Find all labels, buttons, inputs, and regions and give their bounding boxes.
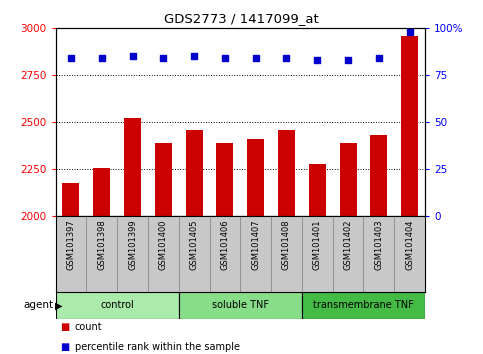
Point [190, 53, 198, 59]
Text: GSM101405: GSM101405 [190, 220, 199, 270]
Text: count: count [75, 322, 102, 332]
Text: transmembrane TNF: transmembrane TNF [313, 300, 414, 310]
Bar [309, 164, 326, 354]
Text: GSM101400: GSM101400 [159, 220, 168, 270]
Point [159, 56, 167, 61]
Bar [364, 216, 394, 292]
Point [283, 56, 290, 61]
Bar [302, 292, 425, 319]
Bar [210, 216, 240, 292]
Bar [148, 216, 179, 292]
Bar [93, 168, 110, 354]
Text: soluble TNF: soluble TNF [212, 300, 269, 310]
Bar [278, 130, 295, 354]
Bar [240, 216, 271, 292]
Bar [179, 216, 210, 292]
Text: ▶: ▶ [55, 300, 62, 310]
Text: ■: ■ [60, 322, 70, 332]
Bar [62, 183, 79, 354]
Bar [124, 118, 141, 354]
Text: GSM101407: GSM101407 [251, 220, 260, 270]
Text: GDS2773 / 1417099_at: GDS2773 / 1417099_at [164, 12, 319, 25]
Text: agent: agent [23, 300, 53, 310]
Text: GSM101402: GSM101402 [343, 220, 353, 270]
Bar [302, 216, 333, 292]
Bar [271, 216, 302, 292]
Point [67, 56, 75, 61]
Bar [185, 130, 202, 354]
Bar [216, 143, 233, 354]
Bar [333, 216, 364, 292]
Point [221, 56, 229, 61]
Text: GSM101397: GSM101397 [67, 220, 75, 270]
Bar [179, 292, 302, 319]
Bar [117, 216, 148, 292]
Bar [56, 216, 86, 292]
Point [406, 29, 413, 35]
Text: GSM101403: GSM101403 [374, 220, 384, 270]
Text: GSM101399: GSM101399 [128, 220, 137, 270]
Bar [340, 143, 356, 354]
Bar [401, 36, 418, 354]
Text: GSM101398: GSM101398 [97, 220, 106, 270]
Bar [56, 292, 179, 319]
Bar [370, 135, 387, 354]
Text: ■: ■ [60, 342, 70, 352]
Point [252, 56, 259, 61]
Bar [247, 139, 264, 354]
Text: GSM101401: GSM101401 [313, 220, 322, 270]
Text: GSM101404: GSM101404 [405, 220, 414, 270]
Bar [155, 143, 172, 354]
Text: GSM101408: GSM101408 [282, 220, 291, 270]
Bar [86, 216, 117, 292]
Point [128, 53, 136, 59]
Point [313, 57, 321, 63]
Point [344, 57, 352, 63]
Point [98, 56, 106, 61]
Bar [394, 216, 425, 292]
Text: GSM101406: GSM101406 [220, 220, 229, 270]
Text: control: control [100, 300, 134, 310]
Point [375, 56, 383, 61]
Text: percentile rank within the sample: percentile rank within the sample [75, 342, 240, 352]
